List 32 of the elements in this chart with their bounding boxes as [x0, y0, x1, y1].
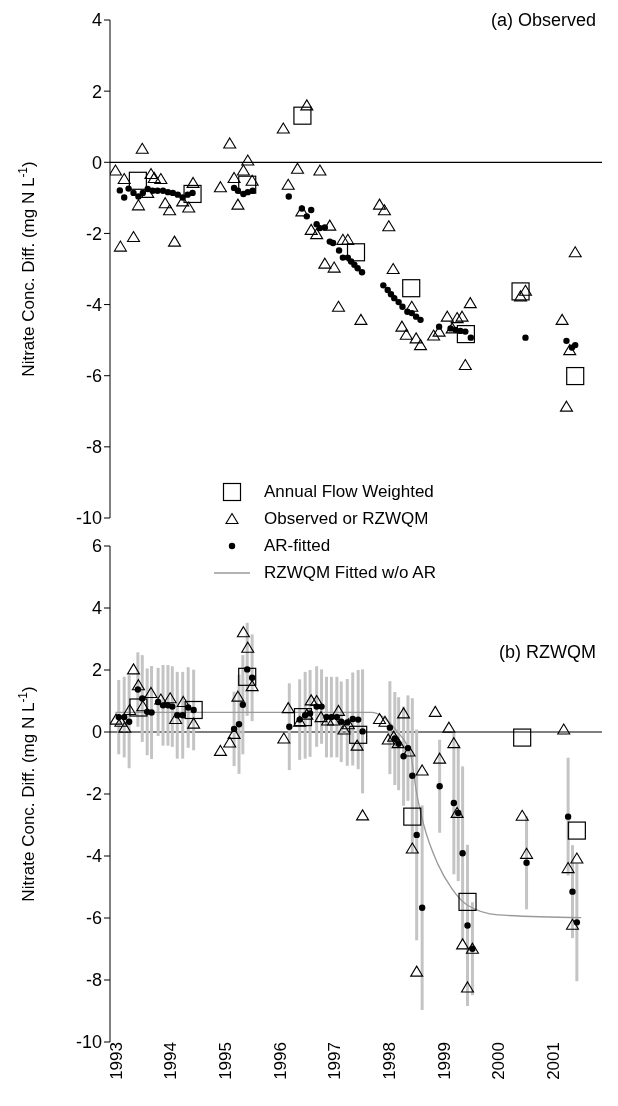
x-tick-label: 1997 — [325, 1042, 345, 1080]
chart-title: (a) Observed — [490, 10, 596, 31]
y-tick-label: -4 — [85, 846, 102, 867]
y-tick-label: -8 — [85, 437, 102, 458]
x-tick-label: 1998 — [379, 1042, 399, 1080]
y-tick-label: 4 — [91, 10, 102, 31]
legend-label: Observed or RZWQM — [264, 508, 429, 530]
x-tick-label: 1994 — [161, 1042, 181, 1080]
y-tick-label: 6 — [91, 536, 102, 557]
y-tick-label: 0 — [91, 152, 102, 173]
legend-label: RZWQM Fitted w/o AR — [264, 562, 436, 584]
x-tick-label: 1999 — [434, 1042, 454, 1080]
y-tick-label: 0 — [91, 722, 102, 743]
legend-label: AR-fitted — [264, 535, 331, 557]
x-tick-label: 1996 — [270, 1042, 290, 1080]
y-tick-label: 2 — [91, 660, 102, 681]
y-tick-label: -10 — [75, 508, 102, 529]
x-tick-label: 1993 — [106, 1042, 126, 1080]
legend-label: Annual Flow Weighted — [264, 481, 434, 503]
y-tick-label: -4 — [85, 294, 102, 315]
x-tick-label: 1995 — [215, 1042, 235, 1080]
y-tick-label: -6 — [85, 366, 102, 387]
y-tick-label: -10 — [75, 1032, 102, 1053]
y-tick-label: 4 — [91, 598, 102, 619]
x-tick-label: 2000 — [489, 1042, 509, 1080]
y-tick-label: -8 — [85, 970, 102, 991]
y-tick-label: 2 — [91, 81, 102, 102]
y-tick-label: -2 — [85, 784, 102, 805]
y-tick-label: -2 — [85, 223, 102, 244]
y-tick-label: -6 — [85, 908, 102, 929]
x-tick-label: 2001 — [543, 1042, 563, 1080]
text: (b) RZWQM — [499, 642, 596, 663]
